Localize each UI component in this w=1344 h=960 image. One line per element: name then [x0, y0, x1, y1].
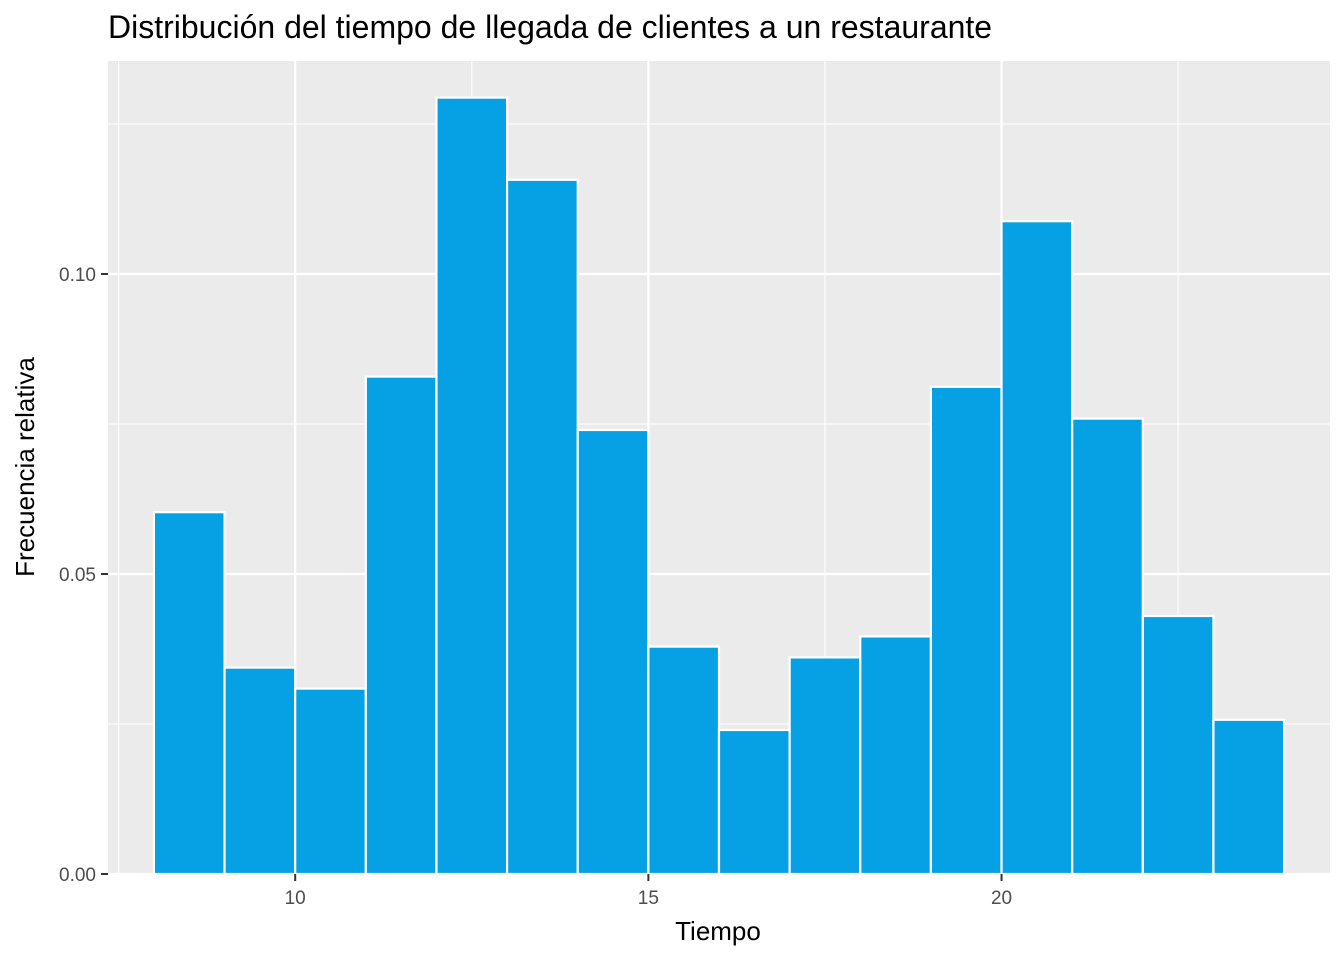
- x-tick-label: 20: [991, 888, 1012, 909]
- histogram-bar: [788, 656, 862, 876]
- x-tick-label: 10: [285, 888, 306, 909]
- histogram-bar: [294, 687, 367, 876]
- histogram-bar: [929, 385, 1003, 876]
- histogram-bar: [1071, 417, 1144, 876]
- histogram-bar: [435, 96, 509, 876]
- histogram-bar: [647, 645, 721, 876]
- histogram-bar: [1212, 718, 1286, 876]
- x-axis-ticks: 10 15 20: [285, 874, 1012, 909]
- histogram-bar: [859, 635, 933, 876]
- chart-title: Distribución del tiempo de llegada de cl…: [108, 9, 992, 45]
- y-axis-title: Frecuencia relativa: [10, 357, 40, 577]
- histogram-bar: [1141, 614, 1215, 876]
- histogram-bar: [505, 178, 579, 876]
- y-tick-label: 0.00: [59, 865, 96, 886]
- histogram-bars: [152, 96, 1286, 876]
- histogram-bar: [717, 728, 791, 876]
- histogram-bar: [152, 511, 226, 876]
- y-tick-label: 0.05: [59, 565, 96, 586]
- x-axis-title: Tiempo: [675, 916, 761, 946]
- x-tick-label: 15: [638, 888, 659, 909]
- histogram-bar: [1000, 220, 1074, 876]
- histogram-bar: [364, 375, 438, 876]
- y-tick-label: 0.10: [59, 265, 96, 286]
- histogram-bar: [223, 666, 297, 876]
- histogram-bar: [576, 428, 650, 876]
- y-axis-ticks: 0.00 0.05 0.10: [59, 265, 108, 886]
